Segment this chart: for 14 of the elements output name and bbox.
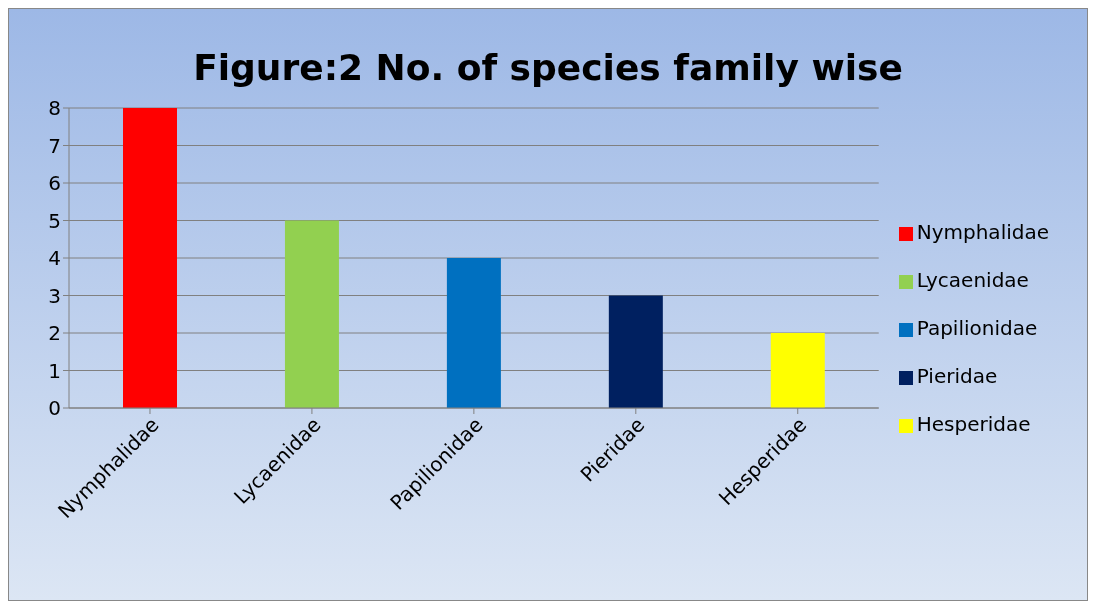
y-tick-label: 2 <box>48 321 61 346</box>
y-tick-label: 3 <box>48 283 61 308</box>
legend-label: Nymphalidae <box>916 220 1049 244</box>
y-tick-label: 5 <box>48 208 61 233</box>
chart-title: Figure:2 No. of species family wise <box>192 46 904 88</box>
y-tick-label: 6 <box>48 171 61 196</box>
y-tick-label: 0 <box>48 396 61 421</box>
legend-label: Pieridae <box>916 364 998 388</box>
y-tick-label: 8 <box>48 96 61 121</box>
y-tick-label: 4 <box>48 246 61 271</box>
legend-label: Papilionidae <box>916 316 1038 340</box>
y-tick-label: 1 <box>48 358 61 383</box>
legend-label: Lycaenidae <box>916 268 1029 292</box>
y-tick-label: 7 <box>48 133 61 158</box>
